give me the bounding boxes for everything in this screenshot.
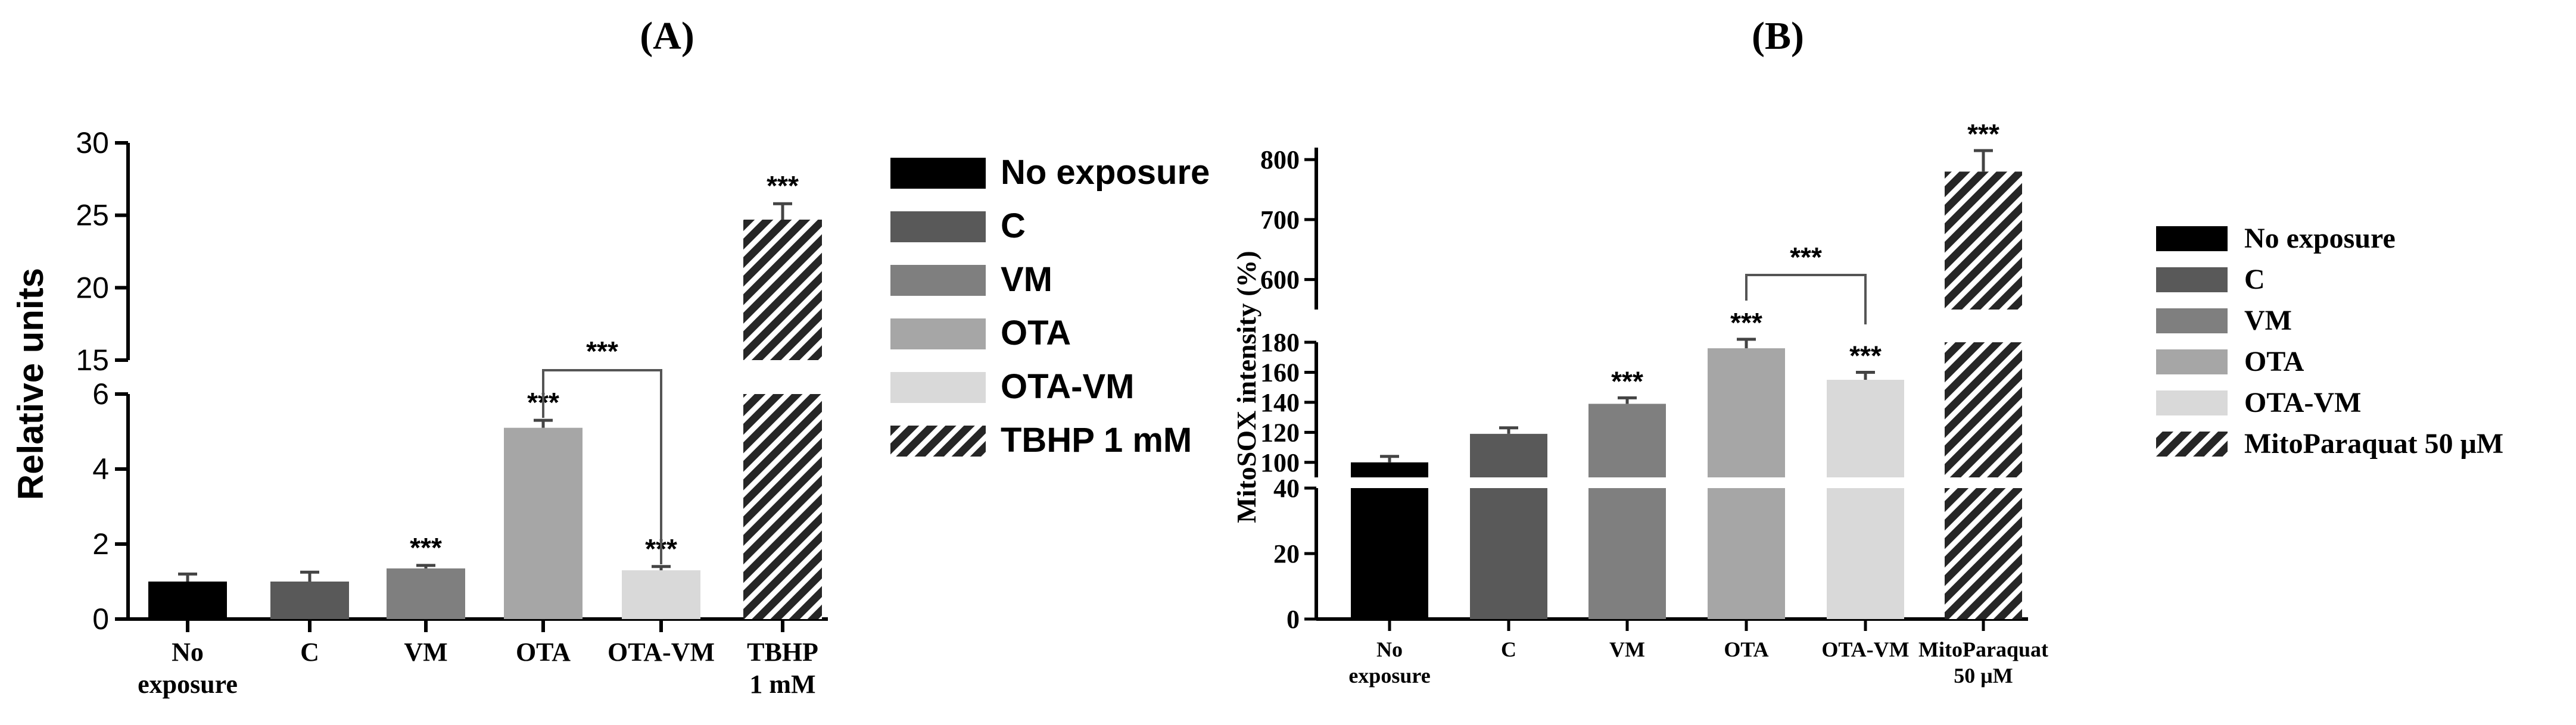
x-tick-label: OTA [1724,638,1768,661]
panel-a-ylabel: Relative units [11,268,51,500]
y-tick-label: 4 [92,452,109,486]
panel-a-label: (A) [640,14,694,58]
y-tick-label: 0 [92,602,109,636]
legend-swatch [2156,308,2228,333]
bar [148,582,227,619]
legend-label: No exposure [1001,153,1210,192]
comparison-bracket [542,369,662,564]
y-tick-label: 180 [1260,328,1300,357]
x-tick-label: OTA-VM [608,638,715,667]
bar [387,568,465,619]
significance-label: *** [410,532,442,563]
bar-upper-segment [743,219,822,360]
bar-middle-segment [1351,462,1428,477]
legend-label: MitoParaquat 50 μM [2244,428,2503,460]
legend-label: OTA-VM [1001,367,1134,406]
bar-upper-segment [1945,171,2022,310]
panel-a-plot: 0 2 4 615 20 25 30 No exposure C *** VM *** OTA *** OTA… [76,126,828,699]
legend-label: OTA-VM [2244,387,2361,418]
bar [622,570,700,619]
legend-swatch [2156,226,2228,251]
y-tick-label: 0 [1287,605,1300,634]
y-tick-label: 600 [1260,265,1300,295]
x-tick-label: OTA [516,638,571,667]
significance-label: *** [767,170,799,201]
legend-label: TBHP 1 mM [1001,421,1192,460]
x-tick-label: C [1501,638,1516,661]
x-tick-label: exposure [138,670,238,699]
legend-swatch [2156,432,2228,457]
y-tick-label: 100 [1260,448,1300,477]
legend-swatch [890,211,986,242]
bar-middle-segment [1588,404,1666,477]
x-tick-label: VM [404,638,447,667]
x-tick-label: TBHP [747,638,818,667]
legend-label: No exposure [2244,223,2396,254]
bar-lower-segment [1588,488,1666,619]
significance-label: *** [1849,340,1882,371]
panel-b-ylabel: MitoSOX intensity (%) [1231,251,1261,523]
y-tick-label: 6 [92,377,109,411]
x-tick-label: No [1376,638,1403,661]
bar [504,427,583,619]
x-tick-label: C [300,638,319,667]
bar-lower-segment [743,394,822,619]
legend-swatch [2156,349,2228,374]
bar-middle-segment [1470,433,1547,477]
y-tick-label: 800 [1260,145,1300,174]
panel-a-legend: No exposure C VM OTA OTA-VM TBHP 1 mM [890,153,1210,460]
y-tick-label: 120 [1260,418,1300,447]
y-tick-label: 20 [1273,539,1300,568]
legend-label: C [2244,264,2265,295]
bar-middle-segment [1827,380,1904,477]
legend-swatch [890,158,986,189]
significance-label: *** [1611,365,1643,396]
y-tick-label: 40 [1273,474,1300,503]
legend-label: C [1001,207,1026,245]
bar-lower-segment [1708,488,1785,619]
bar-lower-segment [1470,488,1547,619]
x-tick-label: MitoParaquat [1918,638,2048,661]
legend-label: OTA [1001,314,1071,352]
legend-swatch [890,372,986,403]
x-tick-label: 1 mM [749,670,815,699]
significance-label: *** [1967,118,1999,149]
x-tick-label: OTA-VM [1821,638,1909,661]
panel-b-label: (B) [1752,14,1804,58]
panel-b-legend: No exposure C VM OTA OTA-VM MitoParaquat 50 μ… [2156,223,2503,460]
y-tick-label: 160 [1260,358,1300,387]
bar-lower-segment [1351,488,1428,619]
bar [270,582,349,619]
significance-label: *** [1730,307,1762,338]
bar-lower-segment [1827,488,1904,619]
comparison-bracket [1745,274,1867,324]
y-tick-label: 2 [92,527,109,561]
y-tick-label: 20 [76,271,109,304]
legend-swatch [890,426,986,457]
y-tick-label: 25 [76,199,109,232]
legend-label: VM [2244,305,2292,336]
bar-lower-segment [1945,488,2022,619]
y-tick-label: 700 [1260,205,1300,235]
legend-label: OTA [2244,346,2304,377]
legend-label: VM [1001,260,1052,299]
legend-swatch [890,318,986,349]
legend-swatch [2156,390,2228,415]
x-tick-label: 50 μM [1954,664,2013,688]
y-tick-label: 15 [76,343,109,377]
y-tick-label: 140 [1260,388,1300,417]
legend-swatch [890,265,986,296]
x-tick-label: VM [1609,638,1645,661]
legend-swatch [2156,267,2228,292]
y-tick-label: 30 [76,126,109,160]
comparison-label: *** [586,336,618,367]
x-tick-label: exposure [1348,664,1430,688]
x-tick-label: No [172,638,204,667]
comparison-label: *** [1790,242,1822,273]
bar-middle-segment [1708,348,1785,477]
bar-middle-segment [1945,342,2022,477]
